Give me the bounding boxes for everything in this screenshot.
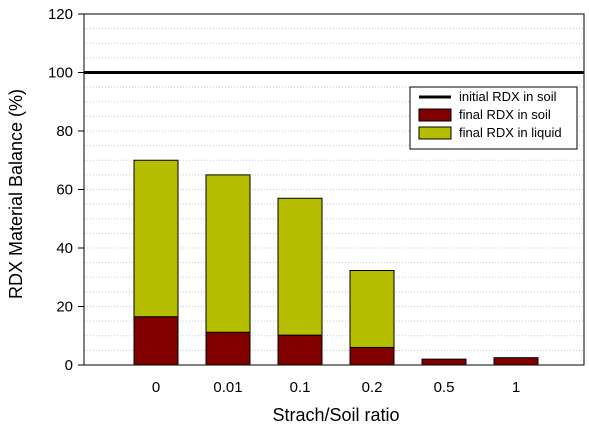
bar-final-soil	[493, 357, 539, 366]
x-axis-title: Strach/Soil ratio	[272, 405, 399, 425]
y-axis-ticks: 0 20 40 60 80 100 120	[48, 6, 84, 374]
legend-swatch-final-soil	[418, 108, 452, 122]
bar-final-soil	[421, 358, 467, 366]
x-axis-ticks: 0 0.01 0.1 0.2 0.5 1	[152, 379, 520, 396]
bar-final-liquid	[277, 197, 323, 336]
x-tick-label: 1	[512, 379, 520, 396]
grid-lines	[84, 28, 584, 351]
x-tick-label: 0	[152, 379, 160, 396]
y-axis-title: RDX Material Balance (%)	[6, 89, 26, 299]
x-tick-label: 0.2	[362, 379, 383, 396]
legend-label-initial-rdx: initial RDX in soil	[459, 89, 557, 104]
bar-final-liquid	[205, 174, 251, 333]
bar-final-soil	[133, 316, 179, 366]
bar-final-soil	[205, 331, 251, 366]
y-tick-label: 80	[56, 123, 73, 140]
bar-final-liquid	[133, 159, 179, 318]
y-tick-label: 120	[48, 6, 73, 23]
legend-swatch-final-liquid	[418, 126, 452, 140]
y-tick-label: 100	[48, 65, 73, 82]
bar-final-liquid	[349, 270, 395, 348]
legend-label-final-liquid: final RDX in liquid	[459, 125, 562, 140]
bar-final-soil	[277, 334, 323, 366]
y-tick-label: 20	[56, 299, 73, 316]
bars	[133, 159, 539, 366]
y-tick-label: 0	[65, 357, 73, 374]
legend-label-final-soil: final RDX in soil	[459, 107, 551, 122]
bar-final-soil	[349, 346, 395, 366]
x-tick-label: 0.5	[434, 379, 455, 396]
y-tick-label: 60	[56, 182, 73, 199]
x-tick-label: 0.1	[290, 379, 311, 396]
x-tick-label: 0.01	[213, 379, 242, 396]
legend: initial RDX in soil final RDX in soil fi…	[409, 86, 578, 150]
y-tick-label: 40	[56, 240, 73, 257]
